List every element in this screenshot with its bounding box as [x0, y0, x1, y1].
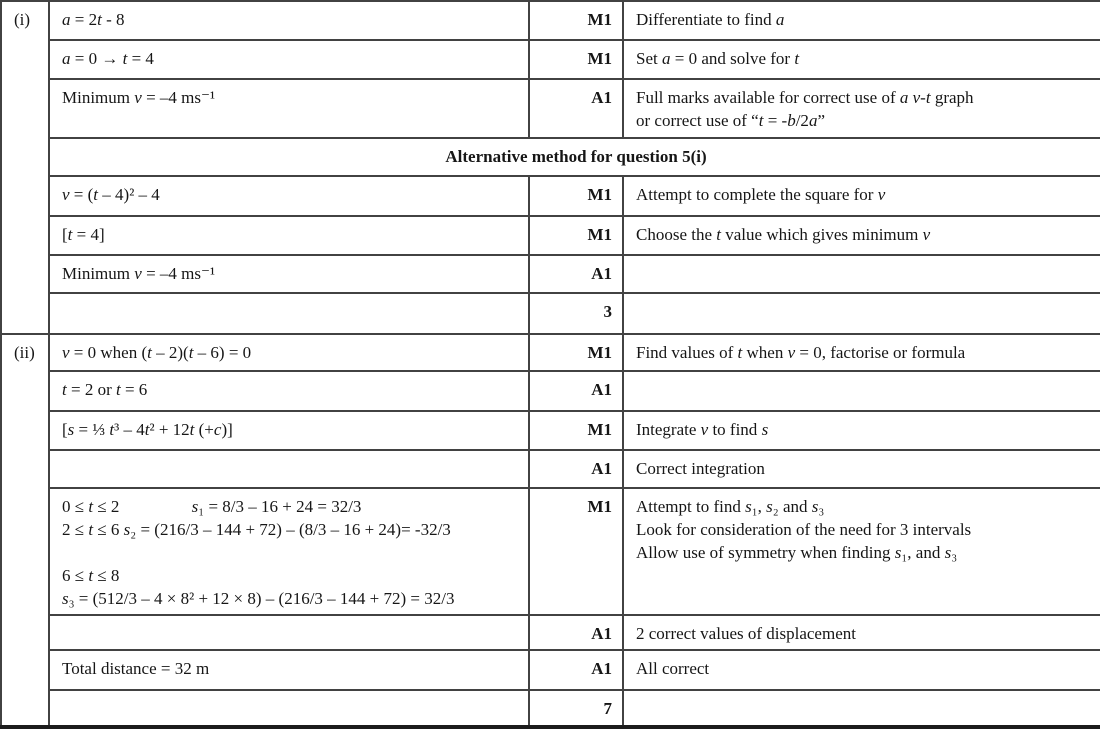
mark-cell: M1 — [528, 39, 624, 80]
comment-cell: Attempt to find s₁, s₂ and s₃ Look for c… — [622, 487, 1100, 616]
comment-cell: All correct — [622, 649, 1100, 691]
table-row: Alternative method for question 5(i) — [1, 137, 1100, 177]
table-row: A1 Correct integration — [1, 449, 1100, 489]
total-marks-cell: 7 — [528, 689, 624, 728]
working-cell: [t = 4] — [48, 215, 530, 256]
working-cell: 0 ≤ t ≤ 2 s₁ = 8/3 – 16 + 24 = 32/3 2 ≤ … — [48, 487, 530, 616]
working-cell: a = 2t - 8 — [48, 0, 530, 41]
question-part-label: (ii) — [0, 333, 50, 728]
comment-cell: 2 correct values of displacement — [622, 614, 1100, 651]
comment-cell: Choose the t value which gives minimum v — [622, 215, 1100, 256]
comment-cell: Differentiate to find a — [622, 0, 1100, 41]
table-row: Minimum v = –4 ms⁻¹ A1 Full marks availa… — [1, 78, 1100, 139]
mark-cell: M1 — [528, 215, 624, 256]
table-row: Total distance = 32 m A1 All correct — [1, 649, 1100, 691]
table-row: (i) a = 2t - 8 M1 Differentiate to find … — [0, 0, 1100, 335]
mark-cell: A1 — [528, 449, 624, 489]
comment-cell — [622, 292, 1100, 335]
table-row: t = 2 or t = 6 A1 — [1, 370, 1100, 412]
working-cell: v = 0 when (t – 2)(t – 6) = 0 — [48, 333, 530, 372]
question-part-label: (i) — [0, 0, 50, 335]
comment-cell: Integrate v to find s — [622, 410, 1100, 451]
table-row: Minimum v = –4 ms⁻¹ A1 — [1, 254, 1100, 294]
working-cell — [48, 614, 530, 651]
table-row: 0 ≤ t ≤ 2 s₁ = 8/3 – 16 + 24 = 32/3 2 ≤ … — [1, 487, 1100, 616]
working-cell: Minimum v = –4 ms⁻¹ — [48, 78, 530, 139]
table-row: [t = 4] M1 Choose the t value which give… — [1, 215, 1100, 256]
working-cell: [s = ⅓ t³ – 4t² + 12t (+c)] — [48, 410, 530, 451]
mark-cell: M1 — [528, 175, 624, 217]
mark-cell: A1 — [528, 614, 624, 651]
comment-cell — [622, 689, 1100, 728]
working-cell: Minimum v = –4 ms⁻¹ — [48, 254, 530, 294]
comment-cell — [622, 254, 1100, 294]
table-row: 7 — [1, 689, 1100, 728]
table-row: (ii) v = 0 when (t – 2)(t – 6) = 0 M1 Fi… — [0, 333, 1100, 728]
comment-cell: Attempt to complete the square for v — [622, 175, 1100, 217]
mark-cell: A1 — [528, 254, 624, 294]
working-cell — [48, 292, 530, 335]
mark-cell: A1 — [528, 649, 624, 691]
table-row: 3 — [1, 292, 1100, 335]
table-row: [s = ⅓ t³ – 4t² + 12t (+c)] M1 Integrate… — [1, 410, 1100, 451]
table-row: v = (t – 4)² – 4 M1 Attempt to complete … — [1, 175, 1100, 217]
working-cell — [48, 449, 530, 489]
total-marks-cell: 3 — [528, 292, 624, 335]
comment-cell: Correct integration — [622, 449, 1100, 489]
mark-cell: A1 — [528, 370, 624, 412]
mark-cell: M1 — [528, 410, 624, 451]
mark-cell: M1 — [528, 0, 624, 41]
working-cell: v = (t – 4)² – 4 — [48, 175, 530, 217]
table-row: a = 0 → t = 4 M1 Set a = 0 and solve for… — [1, 39, 1100, 80]
comment-cell: Set a = 0 and solve for t — [622, 39, 1100, 80]
mark-cell: M1 — [528, 487, 624, 616]
comment-cell — [622, 370, 1100, 412]
comment-cell: Find values of t when v = 0, factorise o… — [622, 333, 1100, 372]
working-cell: a = 0 → t = 4 — [48, 39, 530, 80]
comment-cell: Full marks available for correct use of … — [622, 78, 1100, 139]
alt-method-header: Alternative method for question 5(i) — [48, 137, 1100, 177]
table-row: A1 2 correct values of displacement — [1, 614, 1100, 651]
mark-cell: A1 — [528, 78, 624, 139]
working-cell — [48, 689, 530, 728]
working-cell: t = 2 or t = 6 — [48, 370, 530, 412]
mark-cell: M1 — [528, 333, 624, 372]
working-cell: Total distance = 32 m — [48, 649, 530, 691]
